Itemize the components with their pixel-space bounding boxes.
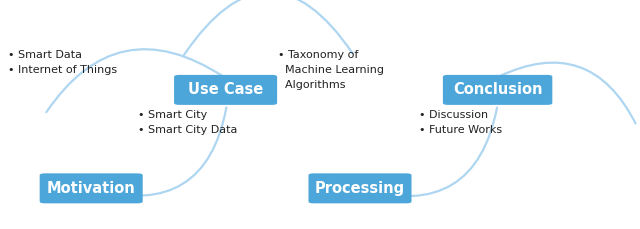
FancyBboxPatch shape xyxy=(308,173,412,203)
FancyArrowPatch shape xyxy=(94,108,227,196)
Text: Motivation: Motivation xyxy=(47,181,136,196)
FancyArrowPatch shape xyxy=(499,63,636,123)
FancyBboxPatch shape xyxy=(443,75,552,105)
Text: • Taxonomy of
  Machine Learning
  Algorithms: • Taxonomy of Machine Learning Algorithm… xyxy=(278,50,385,90)
FancyBboxPatch shape xyxy=(174,75,277,105)
Text: • Smart City
• Smart City Data: • Smart City • Smart City Data xyxy=(138,110,237,135)
FancyArrowPatch shape xyxy=(46,49,223,112)
Text: • Discussion
• Future Works: • Discussion • Future Works xyxy=(419,110,502,135)
FancyArrowPatch shape xyxy=(184,0,353,55)
FancyArrowPatch shape xyxy=(362,108,497,196)
Text: Conclusion: Conclusion xyxy=(453,82,542,97)
Text: Processing: Processing xyxy=(315,181,405,196)
Text: Use Case: Use Case xyxy=(188,82,263,97)
Text: • Smart Data
• Internet of Things: • Smart Data • Internet of Things xyxy=(8,50,117,75)
FancyBboxPatch shape xyxy=(40,173,143,203)
